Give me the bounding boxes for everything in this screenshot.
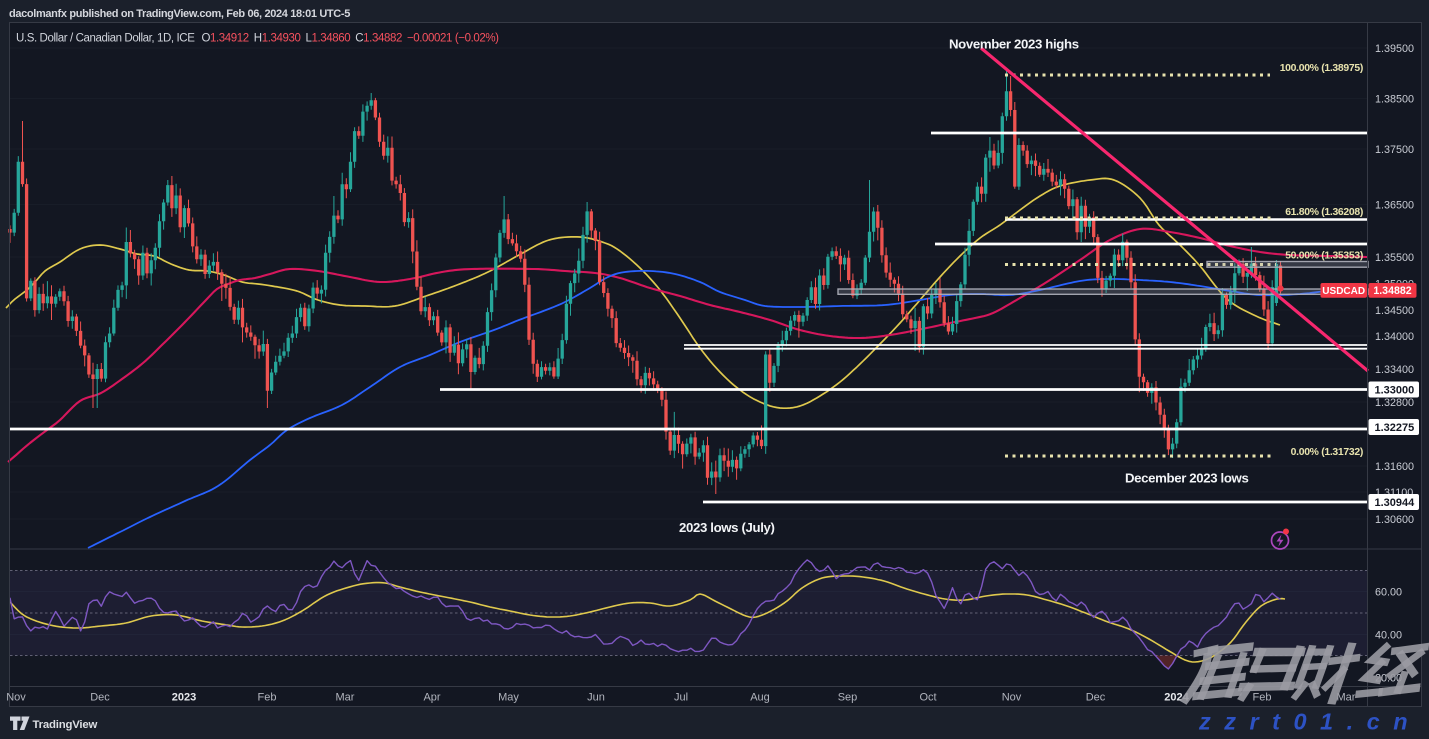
svg-text:Dec: Dec	[90, 691, 110, 703]
svg-text:2023 lows (July): 2023 lows (July)	[679, 520, 775, 535]
svg-text:Oct: Oct	[919, 691, 936, 703]
svg-text:dacolmanfx published on Tradin: dacolmanfx published on TradingView.com,…	[9, 8, 350, 20]
svg-text:USDCAD: USDCAD	[1322, 286, 1365, 297]
svg-text:Feb: Feb	[258, 691, 277, 703]
svg-text:Sep: Sep	[838, 691, 858, 703]
svg-text:1.39500: 1.39500	[1375, 43, 1414, 55]
svg-text:November 2023 highs: November 2023 highs	[949, 37, 1079, 52]
svg-text:Mar: Mar	[336, 691, 355, 703]
svg-text:1.36500: 1.36500	[1375, 199, 1414, 211]
svg-text:1.30600: 1.30600	[1375, 514, 1414, 526]
svg-text:61.80% (1.36208): 61.80% (1.36208)	[1285, 207, 1363, 218]
svg-text:1.30944: 1.30944	[1375, 497, 1416, 509]
svg-text:2023: 2023	[172, 691, 196, 703]
svg-text:1.34882: 1.34882	[1373, 285, 1411, 297]
svg-text:1.32275: 1.32275	[1375, 422, 1415, 434]
svg-text:December 2023 lows: December 2023 lows	[1125, 471, 1248, 486]
svg-text:1.38500: 1.38500	[1375, 93, 1414, 105]
svg-text:1.37500: 1.37500	[1375, 144, 1414, 156]
svg-text:50.00% (1.35353): 50.00% (1.35353)	[1285, 250, 1363, 261]
svg-text:Aug: Aug	[750, 691, 770, 703]
svg-text:0.00% (1.31732): 0.00% (1.31732)	[1291, 447, 1363, 458]
svg-text:Jun: Jun	[587, 691, 605, 703]
svg-text:Dec: Dec	[1086, 691, 1106, 703]
svg-text:1.33400: 1.33400	[1375, 364, 1414, 376]
svg-text:Mar: Mar	[1337, 691, 1356, 703]
svg-text:TradingView: TradingView	[33, 719, 98, 731]
svg-text:1.35500: 1.35500	[1375, 252, 1414, 264]
svg-text:1.34000: 1.34000	[1375, 331, 1414, 343]
svg-text:40.00: 40.00	[1375, 629, 1402, 641]
svg-text:60.00: 60.00	[1375, 586, 1402, 598]
svg-text:Apr: Apr	[423, 691, 440, 703]
svg-text:1.33000: 1.33000	[1375, 385, 1415, 397]
svg-text:1.32800: 1.32800	[1375, 397, 1414, 409]
svg-text:zzrt01.cn: zzrt01.cn	[1198, 709, 1421, 735]
svg-text:U.S. Dollar / Canadian Dollar,: U.S. Dollar / Canadian Dollar, 1D, ICE O1…	[16, 33, 499, 45]
svg-text:Feb: Feb	[1253, 691, 1272, 703]
svg-text:1.34500: 1.34500	[1375, 305, 1414, 317]
svg-text:May: May	[498, 691, 519, 703]
svg-text:Nov: Nov	[1002, 691, 1022, 703]
svg-text:Jul: Jul	[674, 691, 688, 703]
svg-text:Nov: Nov	[6, 691, 26, 703]
svg-text:100.00% (1.38975): 100.00% (1.38975)	[1280, 63, 1363, 74]
svg-text:1.31600: 1.31600	[1375, 461, 1414, 473]
